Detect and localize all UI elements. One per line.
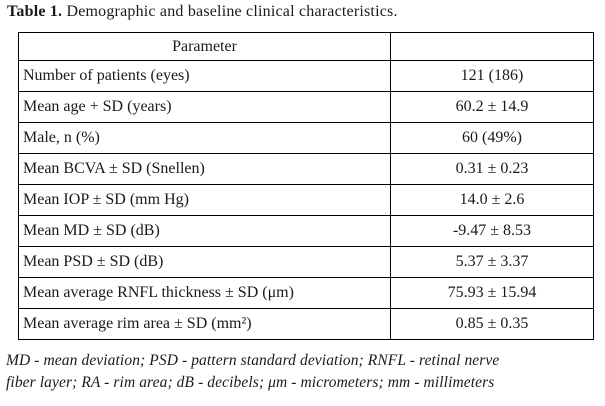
table-title-label: Table 1. — [7, 3, 63, 20]
parameter-cell: Mean PSD ± SD (dB) — [18, 246, 391, 278]
parameter-cell: Mean average RNFL thickness ± SD (μm) — [18, 277, 391, 309]
table-title: Table 1. Demographic and baseline clinic… — [7, 3, 398, 21]
value-header-cell — [390, 32, 594, 61]
parameter-cell: Male, n (%) — [18, 122, 391, 154]
table-row: Mean average RNFL thickness ± SD (μm) 75… — [18, 277, 594, 309]
table-row: Mean IOP ± SD (mm Hg) 14.0 ± 2.6 — [18, 184, 594, 216]
value-cell: 0.31 ± 0.23 — [390, 153, 594, 185]
value-cell: 5.37 ± 3.37 — [390, 246, 594, 278]
parameter-cell: Mean age + SD (years) — [18, 91, 391, 123]
table-footnote: MD - mean deviation; PSD - pattern stand… — [6, 350, 499, 394]
table-row: Male, n (%) 60 (49%) — [18, 122, 594, 154]
value-cell: 14.0 ± 2.6 — [390, 184, 594, 216]
parameter-cell: Mean BCVA ± SD (Snellen) — [18, 153, 391, 185]
table-row: Mean average rim area ± SD (mm²) 0.85 ± … — [18, 308, 594, 340]
parameter-cell: Number of patients (eyes) — [18, 60, 391, 92]
parameter-cell: Mean IOP ± SD (mm Hg) — [18, 184, 391, 216]
parameter-cell: Mean average rim area ± SD (mm²) — [18, 308, 391, 340]
footnote-line-1: MD - mean deviation; PSD - pattern stand… — [6, 352, 500, 369]
value-cell: 75.93 ± 15.94 — [390, 277, 594, 309]
table-row: Mean MD ± SD (dB) -9.47 ± 8.53 — [18, 215, 594, 247]
value-cell: -9.47 ± 8.53 — [390, 215, 594, 247]
value-cell: 121 (186) — [390, 60, 594, 92]
value-cell: 0.85 ± 0.35 — [390, 308, 594, 340]
table-row: Mean BCVA ± SD (Snellen) 0.31 ± 0.23 — [18, 153, 594, 185]
parameter-header-cell: Parameter — [18, 32, 391, 61]
value-cell: 60.2 ± 14.9 — [390, 91, 594, 123]
table-title-text: Demographic and baseline clinical charac… — [66, 3, 398, 20]
table-row: Number of patients (eyes) 121 (186) — [18, 60, 594, 92]
characteristics-table: Parameter Number of patients (eyes) 121 … — [18, 32, 594, 340]
table-row: Mean age + SD (years) 60.2 ± 14.9 — [18, 91, 594, 123]
parameter-cell: Mean MD ± SD (dB) — [18, 215, 391, 247]
table-header-row: Parameter — [18, 32, 594, 61]
value-cell: 60 (49%) — [390, 122, 594, 154]
footnote-line-2: fiber layer; RA - rim area; dB - decibel… — [6, 374, 495, 391]
table-row: Mean PSD ± SD (dB) 5.37 ± 3.37 — [18, 246, 594, 278]
